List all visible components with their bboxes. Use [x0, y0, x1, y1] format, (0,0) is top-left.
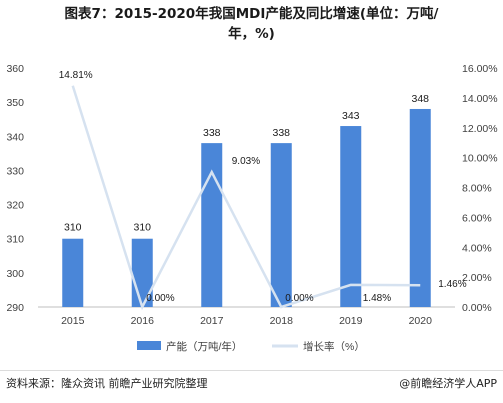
x-tick-label: 2017 — [200, 315, 224, 327]
line-value-label: 14.81% — [59, 70, 93, 81]
legend-line-label: 增长率（%） — [303, 340, 365, 353]
y-left-tick-label: 360 — [6, 63, 24, 75]
chart-area: 290 300 310 320 330 340 350 360 0.00% 2.00% 4.00% 6… — [6, 63, 498, 353]
x-tick-label: 2019 — [339, 315, 363, 327]
y-right-tick-label: 10.00% — [462, 153, 498, 165]
line-value-label: 1.48% — [363, 293, 391, 304]
bar-value-label: 348 — [411, 93, 429, 105]
y-right-tick-label: 14.00% — [462, 93, 498, 105]
bar-value-label: 343 — [342, 110, 360, 122]
legend-bar-label: 产能（万吨/年） — [166, 340, 242, 353]
bar-value-label: 310 — [133, 222, 151, 234]
chart-title-line1: 图表7：2015-2020年我国MDI产能及同比增速(单位：万吨/ — [64, 6, 439, 22]
x-tick-label: 2015 — [61, 315, 85, 327]
chart-title-line2: 年，%) — [228, 26, 275, 42]
y-right-tick-label: 8.00% — [462, 183, 492, 195]
bar-value-label: 338 — [272, 127, 290, 139]
chart-title: 图表7：2015-2020年我国MDI产能及同比增速(单位：万吨/ 年，%) — [0, 4, 503, 44]
bar — [409, 108, 431, 307]
x-tick-label: 2018 — [270, 315, 294, 327]
y-left-tick-label: 330 — [6, 165, 24, 177]
line-value-label: 0.00% — [285, 293, 313, 304]
bar — [270, 143, 292, 307]
bar — [62, 238, 84, 307]
y-left-tick-label: 340 — [6, 131, 24, 143]
brand-text: @前瞻经济学人APP — [399, 377, 497, 390]
y-left-tick-label: 310 — [6, 234, 24, 246]
y-right-tick-label: 6.00% — [462, 212, 492, 224]
y-right-tick-label: 2.00% — [462, 272, 492, 284]
bar — [340, 126, 362, 308]
growth-line — [71, 85, 421, 311]
x-tick-label: 2016 — [131, 315, 155, 327]
y-left-tick-label: 350 — [6, 97, 24, 109]
y-left-tick-label: 320 — [6, 200, 24, 212]
bar-value-label: 310 — [64, 222, 82, 234]
y-right-tick-label: 16.00% — [462, 63, 498, 75]
line-value-label: 9.03% — [232, 156, 260, 167]
y-left-tick-label: 300 — [6, 268, 24, 280]
x-tick-label: 2020 — [409, 315, 433, 327]
line-value-label: 0.00% — [146, 293, 174, 304]
y-right-tick-label: 12.00% — [462, 123, 498, 135]
bar-value-label: 338 — [203, 127, 221, 139]
line-value-label: 1.46% — [438, 279, 466, 290]
footer: 资料来源：隆众资讯 前瞻产业研究院整理 @前瞻经济学人APP — [6, 375, 497, 393]
legend-bar-swatch — [137, 341, 161, 350]
bar — [201, 143, 223, 307]
y-right-tick-label: 0.00% — [462, 302, 492, 314]
y-left-tick-label: 290 — [6, 302, 24, 314]
source-text: 资料来源：隆众资讯 前瞻产业研究院整理 — [6, 377, 208, 390]
y-right-tick-label: 4.00% — [462, 242, 492, 254]
footer-divider — [0, 370, 503, 371]
